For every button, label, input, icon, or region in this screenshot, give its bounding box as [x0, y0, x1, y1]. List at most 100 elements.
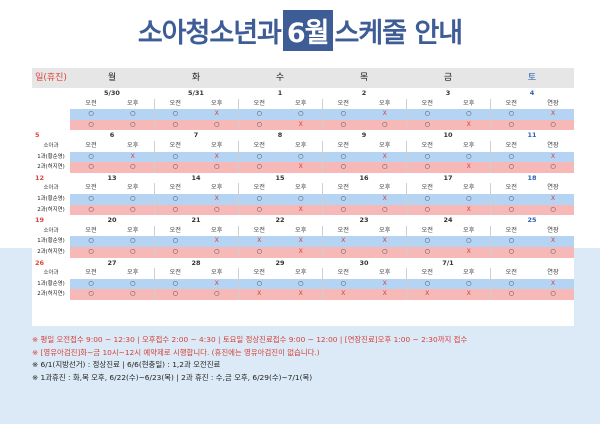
note-line: ※ 평일 오전접수 9:00 ~ 12:30 | 오후접수 2:00 ~ 4:3…	[32, 335, 468, 344]
availability-cell: ○	[448, 278, 490, 290]
clinic1-row: 1과(황순영) ○ ○ ○ X X X X X ○ ○ ○ X	[32, 236, 574, 247]
header-day: 목	[322, 68, 406, 88]
schedule-calendar: 일(휴진) 월 화 수 목 금 토 5/30 5/31 1 2 3 4 오전 오후 오전 오후 오전 오후 오전 오후 오…	[32, 68, 574, 326]
date-cell: 4	[529, 89, 535, 97]
availability-cell: X	[196, 236, 238, 247]
header-day: 화	[154, 68, 238, 88]
availability-cell: ○	[70, 109, 112, 120]
session-label: 오후	[211, 141, 223, 149]
availability-cell: ○	[364, 204, 406, 216]
session-label: 오전	[405, 268, 448, 279]
session-label: 오후	[295, 99, 307, 107]
date-cell: 7/1	[442, 258, 454, 267]
availability-cell: ○	[489, 204, 532, 216]
availability-cell: X	[364, 236, 406, 247]
session-label: 오전	[153, 183, 196, 194]
availability-cell: X	[448, 246, 490, 258]
availability-cell: X	[321, 289, 364, 300]
date-cell: 15	[275, 173, 285, 182]
session-label: 오전	[405, 183, 448, 194]
availability-cell: ○	[237, 109, 280, 120]
date-cell: 29	[275, 258, 285, 267]
availability-cell: ○	[70, 289, 112, 300]
ampm-row: 소아과 오전 오후 오전 오후 오전 오후 오전 오후 오전 오후 오전 연장	[32, 183, 574, 194]
date-cell: 9	[361, 131, 367, 140]
note-line: ※ [영유아검진]화~금 10시~12시 예약제로 시행합니다. (휴진에는 영…	[32, 347, 320, 357]
row-label: 2과(허지연)	[37, 248, 65, 255]
calendar-header-row: 일(휴진) 월 화 수 목 금 토	[32, 68, 574, 88]
availability-cell: X	[532, 151, 574, 163]
availability-cell: ○	[489, 289, 532, 300]
availability-cell: X	[280, 162, 322, 173]
availability-cell: ○	[70, 162, 112, 173]
date-cell: 14	[191, 173, 201, 182]
date-cell: 25	[527, 216, 537, 225]
session-label: 오전	[489, 98, 532, 110]
header-sunday: 일(휴진)	[32, 68, 70, 88]
session-label: 오후	[379, 184, 391, 192]
availability-cell: X	[448, 289, 490, 300]
session-label: 오전	[237, 183, 280, 194]
note-line: ※ 6/1(지방선거) : 정상진료 | 6/6(현충일) : 1,2과 오전진…	[32, 360, 221, 370]
availability-cell: X	[532, 278, 574, 290]
date-cell: 22	[275, 216, 285, 225]
availability-cell: ○	[153, 278, 196, 290]
session-label: 오전	[405, 140, 448, 152]
availability-cell: ○	[70, 151, 112, 163]
header-day: 수	[238, 68, 322, 88]
title-prefix: 소아청소년과	[137, 18, 282, 49]
date-cell: 16	[359, 173, 369, 182]
availability-cell: ○	[321, 278, 364, 290]
session-label: 오전	[153, 98, 196, 110]
availability-cell: ○	[532, 162, 574, 173]
availability-cell: X	[237, 289, 280, 300]
availability-cell: ○	[448, 109, 490, 120]
date-cell: 1	[277, 89, 283, 97]
date-cell: 2	[361, 89, 367, 97]
session-label: 오전	[321, 140, 364, 152]
availability-cell: ○	[112, 109, 154, 120]
availability-cell: ○	[405, 162, 448, 173]
row-label: 2과(허지연)	[37, 206, 65, 213]
availability-cell: ○	[237, 278, 280, 290]
date-cell: 17	[443, 173, 453, 182]
row-label: 2과(허지연)	[37, 291, 65, 298]
session-label: 오전	[237, 98, 280, 110]
availability-cell: ○	[489, 193, 532, 205]
session-label: 오후	[295, 141, 307, 149]
week-date-row: 19 20 21 22 23 24 25	[32, 215, 574, 226]
session-label: 오후	[211, 269, 223, 277]
session-label: 오후	[127, 269, 139, 277]
clinic2-row: ○ ○ ○ ○ ○ X ○ ○ ○ X ○ ○	[32, 119, 574, 131]
availability-cell: X	[112, 151, 154, 163]
session-label: 오전	[153, 140, 196, 152]
clinic2-row: 2과(허지연) ○ ○ ○ ○ ○ X ○ ○ ○ X ○ ○	[32, 246, 574, 258]
week-date-row: 5 6 7 8 9 10 11	[32, 130, 574, 141]
availability-cell: ○	[237, 193, 280, 205]
date-cell: 12	[35, 173, 45, 182]
session-label: 오전	[405, 98, 448, 110]
availability-cell: ○	[405, 193, 448, 205]
availability-cell: ○	[489, 119, 532, 131]
availability-cell: X	[280, 236, 322, 247]
session-label: 오후	[463, 226, 475, 234]
date-cell: 18	[527, 173, 537, 182]
schedule-table: 일(휴진) 월 화 수 목 금 토 5/30 5/31 1 2 3 4 오전 오후 오전 오후 오전 오후 오전 오후 오…	[32, 68, 574, 300]
availability-cell: ○	[321, 119, 364, 131]
availability-cell: ○	[448, 236, 490, 247]
session-label: 오전	[405, 225, 448, 237]
ampm-row: 오전 오후 오전 오후 오전 오후 오전 오후 오전 오후 오전 연장	[32, 98, 574, 110]
availability-cell: ○	[364, 246, 406, 258]
title-month-badge: 6월	[282, 10, 333, 51]
row-label: 소아과	[32, 183, 70, 194]
availability-cell: X	[364, 193, 406, 205]
session-label: 오전	[237, 140, 280, 152]
clinic2-row: 2과(허지연) ○ ○ ○ ○ ○ X ○ ○ ○ X ○ ○	[32, 204, 574, 216]
availability-cell: ○	[112, 193, 154, 205]
row-label: 2과(허지연)	[37, 164, 65, 171]
row-label: 1과(황순영)	[37, 153, 65, 160]
date-cell: 5/31	[188, 89, 204, 97]
date-cell: 3	[445, 89, 451, 97]
availability-cell: X	[532, 236, 574, 247]
availability-cell: ○	[321, 162, 364, 173]
